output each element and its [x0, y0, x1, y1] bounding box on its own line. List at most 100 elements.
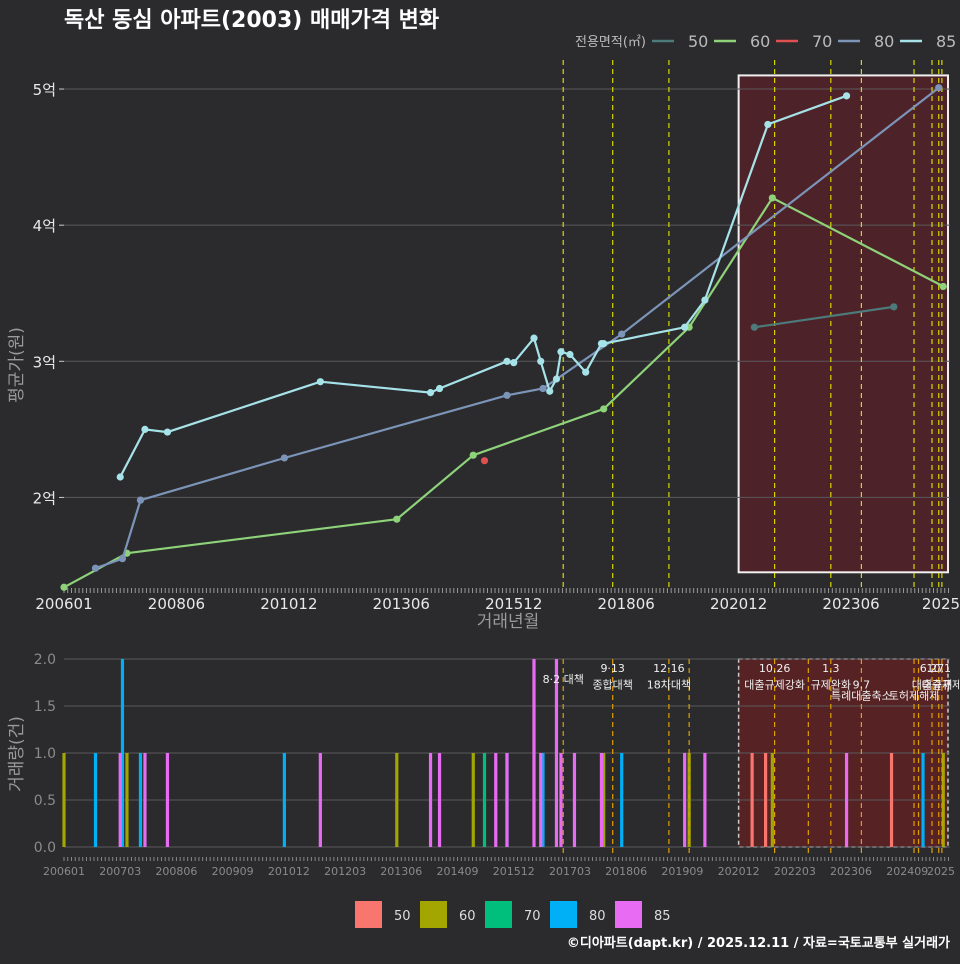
x-tick-label: 200703 [99, 865, 141, 878]
bar-60 [602, 753, 606, 847]
legend-label-50: 50 [688, 32, 708, 51]
policy-annotation: 10.1 [927, 662, 952, 675]
data-point-85 [141, 425, 149, 433]
data-point-50 [750, 323, 758, 331]
policy-annotation: 대출규제 [922, 679, 960, 692]
x-tick-label: 201012 [260, 595, 317, 613]
bar-85 [143, 753, 147, 847]
x-tick-label: 202012 [718, 865, 760, 878]
policy-annotation: 12·16 [653, 662, 685, 675]
x-tick-label: 202306 [830, 865, 872, 878]
legend-label-50: 50 [394, 909, 411, 924]
x-tick-label: 201512 [493, 865, 535, 878]
data-point-60 [469, 451, 477, 459]
series-line-60 [63, 196, 944, 589]
legend-swatch-85 [615, 901, 642, 928]
bar-80 [620, 753, 624, 847]
data-point-70 [480, 457, 489, 465]
bar-85 [428, 753, 433, 847]
top-legend: 전용면적(㎡) 50 60 70 80 85 [575, 32, 956, 51]
policy-annotation: 1.3 [822, 662, 840, 675]
bar-80 [93, 753, 98, 847]
bar-70 [482, 753, 487, 847]
bar-60 [941, 753, 945, 847]
policy-annotation: 10.26 [759, 662, 791, 675]
data-point-85 [557, 348, 565, 356]
data-point-80 [118, 555, 127, 563]
top-y-axis-label: 평균가(원) [7, 327, 27, 403]
x-tick-label: 201806 [598, 595, 655, 613]
y-tick-label: 0.0 [34, 840, 56, 856]
legend-swatch-80 [550, 901, 577, 928]
data-point-85 [510, 359, 518, 367]
x-tick-label: 2025 [922, 595, 960, 613]
bar-85 [165, 753, 170, 847]
policy-annotation: 토허제해제 [889, 689, 940, 703]
legend-label-80: 80 [874, 32, 894, 51]
legend-label-70: 70 [524, 909, 541, 924]
legend-label-70: 70 [812, 32, 832, 51]
bar-85 [554, 659, 559, 847]
series-line-50 [754, 305, 894, 329]
data-point-60 [60, 583, 68, 591]
data-point-60 [939, 282, 947, 291]
data-point-80 [280, 454, 288, 462]
y-tick-label: 4억 [33, 217, 56, 235]
bar-85 [559, 753, 563, 847]
x-tick-label: 201512 [485, 595, 542, 613]
price-line-chart: 2억 3억 4억 5억 200601 200806 201012 201306 201512 20… [33, 60, 960, 613]
data-point-85 [566, 350, 574, 359]
y-tick-label: 2.0 [34, 652, 56, 668]
volume-bar-chart: 0.0 0.5 1.0 1.5 2.0 8·2 대책 9·13 종합대책 12·16 18차대책 1… [34, 652, 960, 878]
data-point-85 [764, 120, 772, 129]
bar-85 [572, 753, 577, 847]
data-point-85 [503, 357, 511, 365]
bar-60 [687, 753, 691, 847]
bar-60 [395, 753, 399, 847]
legend-swatch-60 [420, 901, 447, 928]
y-tick-label: 5억 [33, 81, 56, 99]
policy-annotation: 8·2 대책 [543, 673, 584, 686]
y-tick-label: 3억 [33, 353, 56, 371]
legend-label-85: 85 [654, 909, 671, 924]
legend-swatch-70 [485, 901, 512, 928]
data-point-85 [435, 384, 444, 393]
bar-80 [138, 753, 143, 847]
data-point-85 [116, 473, 124, 481]
bar-50 [764, 753, 768, 847]
bar-60 [471, 753, 475, 847]
bar-60 [62, 753, 66, 847]
chart-title: 독산 동심 아파트(2003) 매매가격 변화 [64, 8, 439, 33]
bar-80 [541, 753, 545, 847]
x-tick-label: 200909 [212, 865, 254, 878]
data-point-85 [681, 323, 689, 331]
bottom-y-axis-label: 거래량(건) [7, 716, 27, 792]
x-tick-label: 201012 [268, 865, 310, 878]
legend-swatch-50 [355, 901, 382, 928]
legend-label-80: 80 [589, 909, 606, 924]
y-tick-label: 1.5 [34, 699, 56, 715]
x-tick-label: 201203 [324, 865, 366, 878]
data-point-80 [935, 84, 943, 92]
data-point-80 [503, 391, 511, 399]
data-point-60 [768, 194, 776, 202]
data-point-80 [136, 496, 145, 504]
legend-label-60: 60 [750, 32, 770, 51]
bar-50 [750, 753, 754, 847]
bar-50 [889, 753, 894, 847]
policy-annotation: 9·13 [600, 662, 625, 675]
bar-85 [532, 659, 536, 847]
data-point-50 [890, 303, 898, 311]
policy-annotation: 규제완화 [811, 679, 851, 692]
data-point-60 [600, 405, 608, 413]
data-point-85 [316, 378, 324, 386]
x-tick-label: 201806 [605, 865, 647, 878]
bar-85 [844, 753, 849, 847]
x-tick-label: 201306 [373, 595, 430, 613]
legend-label-85: 85 [936, 32, 956, 51]
data-point-85 [842, 92, 851, 100]
data-point-85 [163, 428, 172, 436]
x-tick-label: 202203 [774, 865, 816, 878]
